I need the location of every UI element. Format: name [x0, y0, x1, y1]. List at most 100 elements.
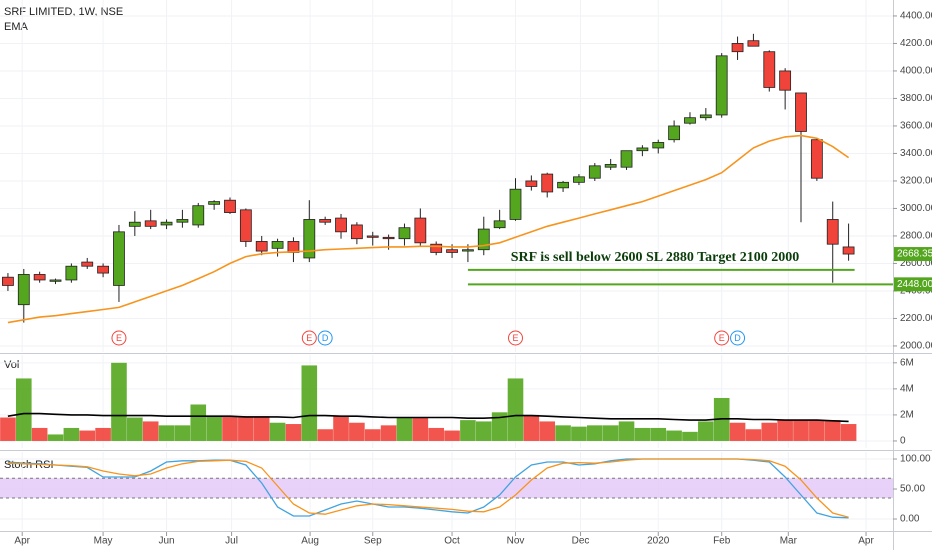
- candle-body: [842, 246, 855, 255]
- y-tick-label: 4000.00: [900, 66, 932, 77]
- band: [0, 478, 893, 499]
- volume-bar: [269, 422, 286, 441]
- candle-body: [541, 173, 554, 193]
- volume-bar: [206, 416, 222, 441]
- candle-body: [477, 228, 490, 251]
- candle-body: [2, 276, 14, 286]
- volume-bar: [602, 425, 619, 441]
- candle-body: [636, 147, 649, 152]
- volume-bar: [158, 425, 175, 441]
- volume-bar: [824, 420, 841, 441]
- event-label: D: [734, 333, 741, 343]
- y-tick-label: 50.00: [900, 484, 925, 495]
- volume-bar: [571, 426, 587, 441]
- volume-bar: [745, 429, 762, 441]
- candle-body: [287, 241, 300, 253]
- chart-title: SRF LIMITED, 1W, NSE: [4, 6, 123, 18]
- candle-body: [176, 219, 189, 223]
- volume-bar: [793, 420, 809, 441]
- y-tick-label: 100.00: [900, 454, 931, 465]
- indicator-name: EMA: [4, 21, 29, 33]
- volume-bar: [63, 427, 80, 441]
- candle-body: [446, 249, 458, 253]
- candle-body: [239, 209, 252, 242]
- event-label: E: [306, 333, 312, 343]
- volume-bar: [0, 417, 16, 441]
- volume-bar: [95, 427, 111, 441]
- x-tick-label: Oct: [444, 536, 460, 547]
- volume-bar: [47, 434, 64, 441]
- event-marker: [301, 330, 317, 346]
- y-tick-label: 3800.00: [900, 93, 932, 104]
- event-marker: [730, 330, 746, 346]
- volume-bar: [507, 378, 524, 441]
- volume-bar: [127, 417, 143, 441]
- event-marker: [111, 330, 127, 346]
- candle-body: [795, 92, 807, 132]
- volume-bar: [222, 416, 238, 441]
- pane-title: Stoch RSI: [4, 459, 54, 471]
- candle-body: [652, 142, 665, 149]
- candle-body: [573, 176, 585, 183]
- volume-bar: [682, 431, 698, 441]
- candle-body: [65, 265, 78, 281]
- volume-bar: [809, 420, 825, 441]
- volume-bar: [31, 427, 48, 441]
- candle-body: [747, 40, 760, 47]
- event-marker: [317, 330, 333, 346]
- candle-body: [319, 219, 332, 223]
- volume-bar: [333, 416, 349, 441]
- event-marker: [714, 330, 730, 346]
- volume-bar: [111, 362, 127, 441]
- last-price-label: 2668.35: [897, 249, 932, 260]
- x-tick-label: Apr: [858, 536, 874, 547]
- volume-bar: [396, 417, 413, 441]
- candle-body: [33, 274, 46, 281]
- volume-bar: [285, 424, 302, 441]
- volume-bar: [364, 429, 381, 441]
- y-tick-label: 4400.00: [900, 11, 932, 22]
- volume-bar: [650, 427, 667, 441]
- y-tick-label: 2200.00: [900, 313, 932, 324]
- y-tick-label: 2M: [900, 410, 914, 421]
- volume-bar: [491, 412, 508, 441]
- candle-body: [715, 55, 728, 116]
- event-marker: [507, 330, 523, 346]
- candle-body: [668, 125, 681, 141]
- candle-body: [192, 205, 205, 226]
- candle-body: [382, 236, 395, 240]
- x-tick-label: Nov: [507, 536, 525, 547]
- candle-body: [113, 231, 125, 286]
- volume-bar: [301, 365, 318, 441]
- candle-body: [557, 181, 569, 189]
- candle-body: [144, 220, 157, 227]
- candle-body: [224, 199, 236, 213]
- event-label: E: [116, 333, 122, 343]
- candle-body: [398, 227, 411, 240]
- volume-bar: [412, 417, 429, 441]
- volume-bar: [460, 420, 476, 441]
- event-label: E: [719, 333, 725, 343]
- candle-body: [303, 219, 316, 259]
- candle-body: [17, 274, 30, 306]
- candle-body: [97, 265, 109, 274]
- volume-bar: [698, 421, 714, 441]
- volume-bar: [380, 425, 397, 441]
- volume-bar: [666, 430, 682, 441]
- candle-body: [462, 249, 474, 252]
- y-tick-label: 0.00: [900, 514, 920, 525]
- x-tick-label: Apr: [14, 536, 30, 547]
- volume-bar: [190, 404, 207, 441]
- y-tick-label: 2000.00: [900, 341, 932, 352]
- y-tick-label: 3600.00: [900, 121, 932, 132]
- volume-bar: [238, 416, 254, 441]
- x-tick-label: Jun: [158, 536, 174, 547]
- volume-bar: [79, 430, 96, 441]
- volume-bar: [761, 422, 778, 441]
- volume-ma-line: [7, 412, 849, 423]
- level-label-box: [894, 277, 932, 292]
- y-tick-label: 2800.00: [900, 231, 932, 242]
- x-tick-label: Aug: [301, 536, 319, 547]
- x-tick-label: May: [94, 536, 113, 547]
